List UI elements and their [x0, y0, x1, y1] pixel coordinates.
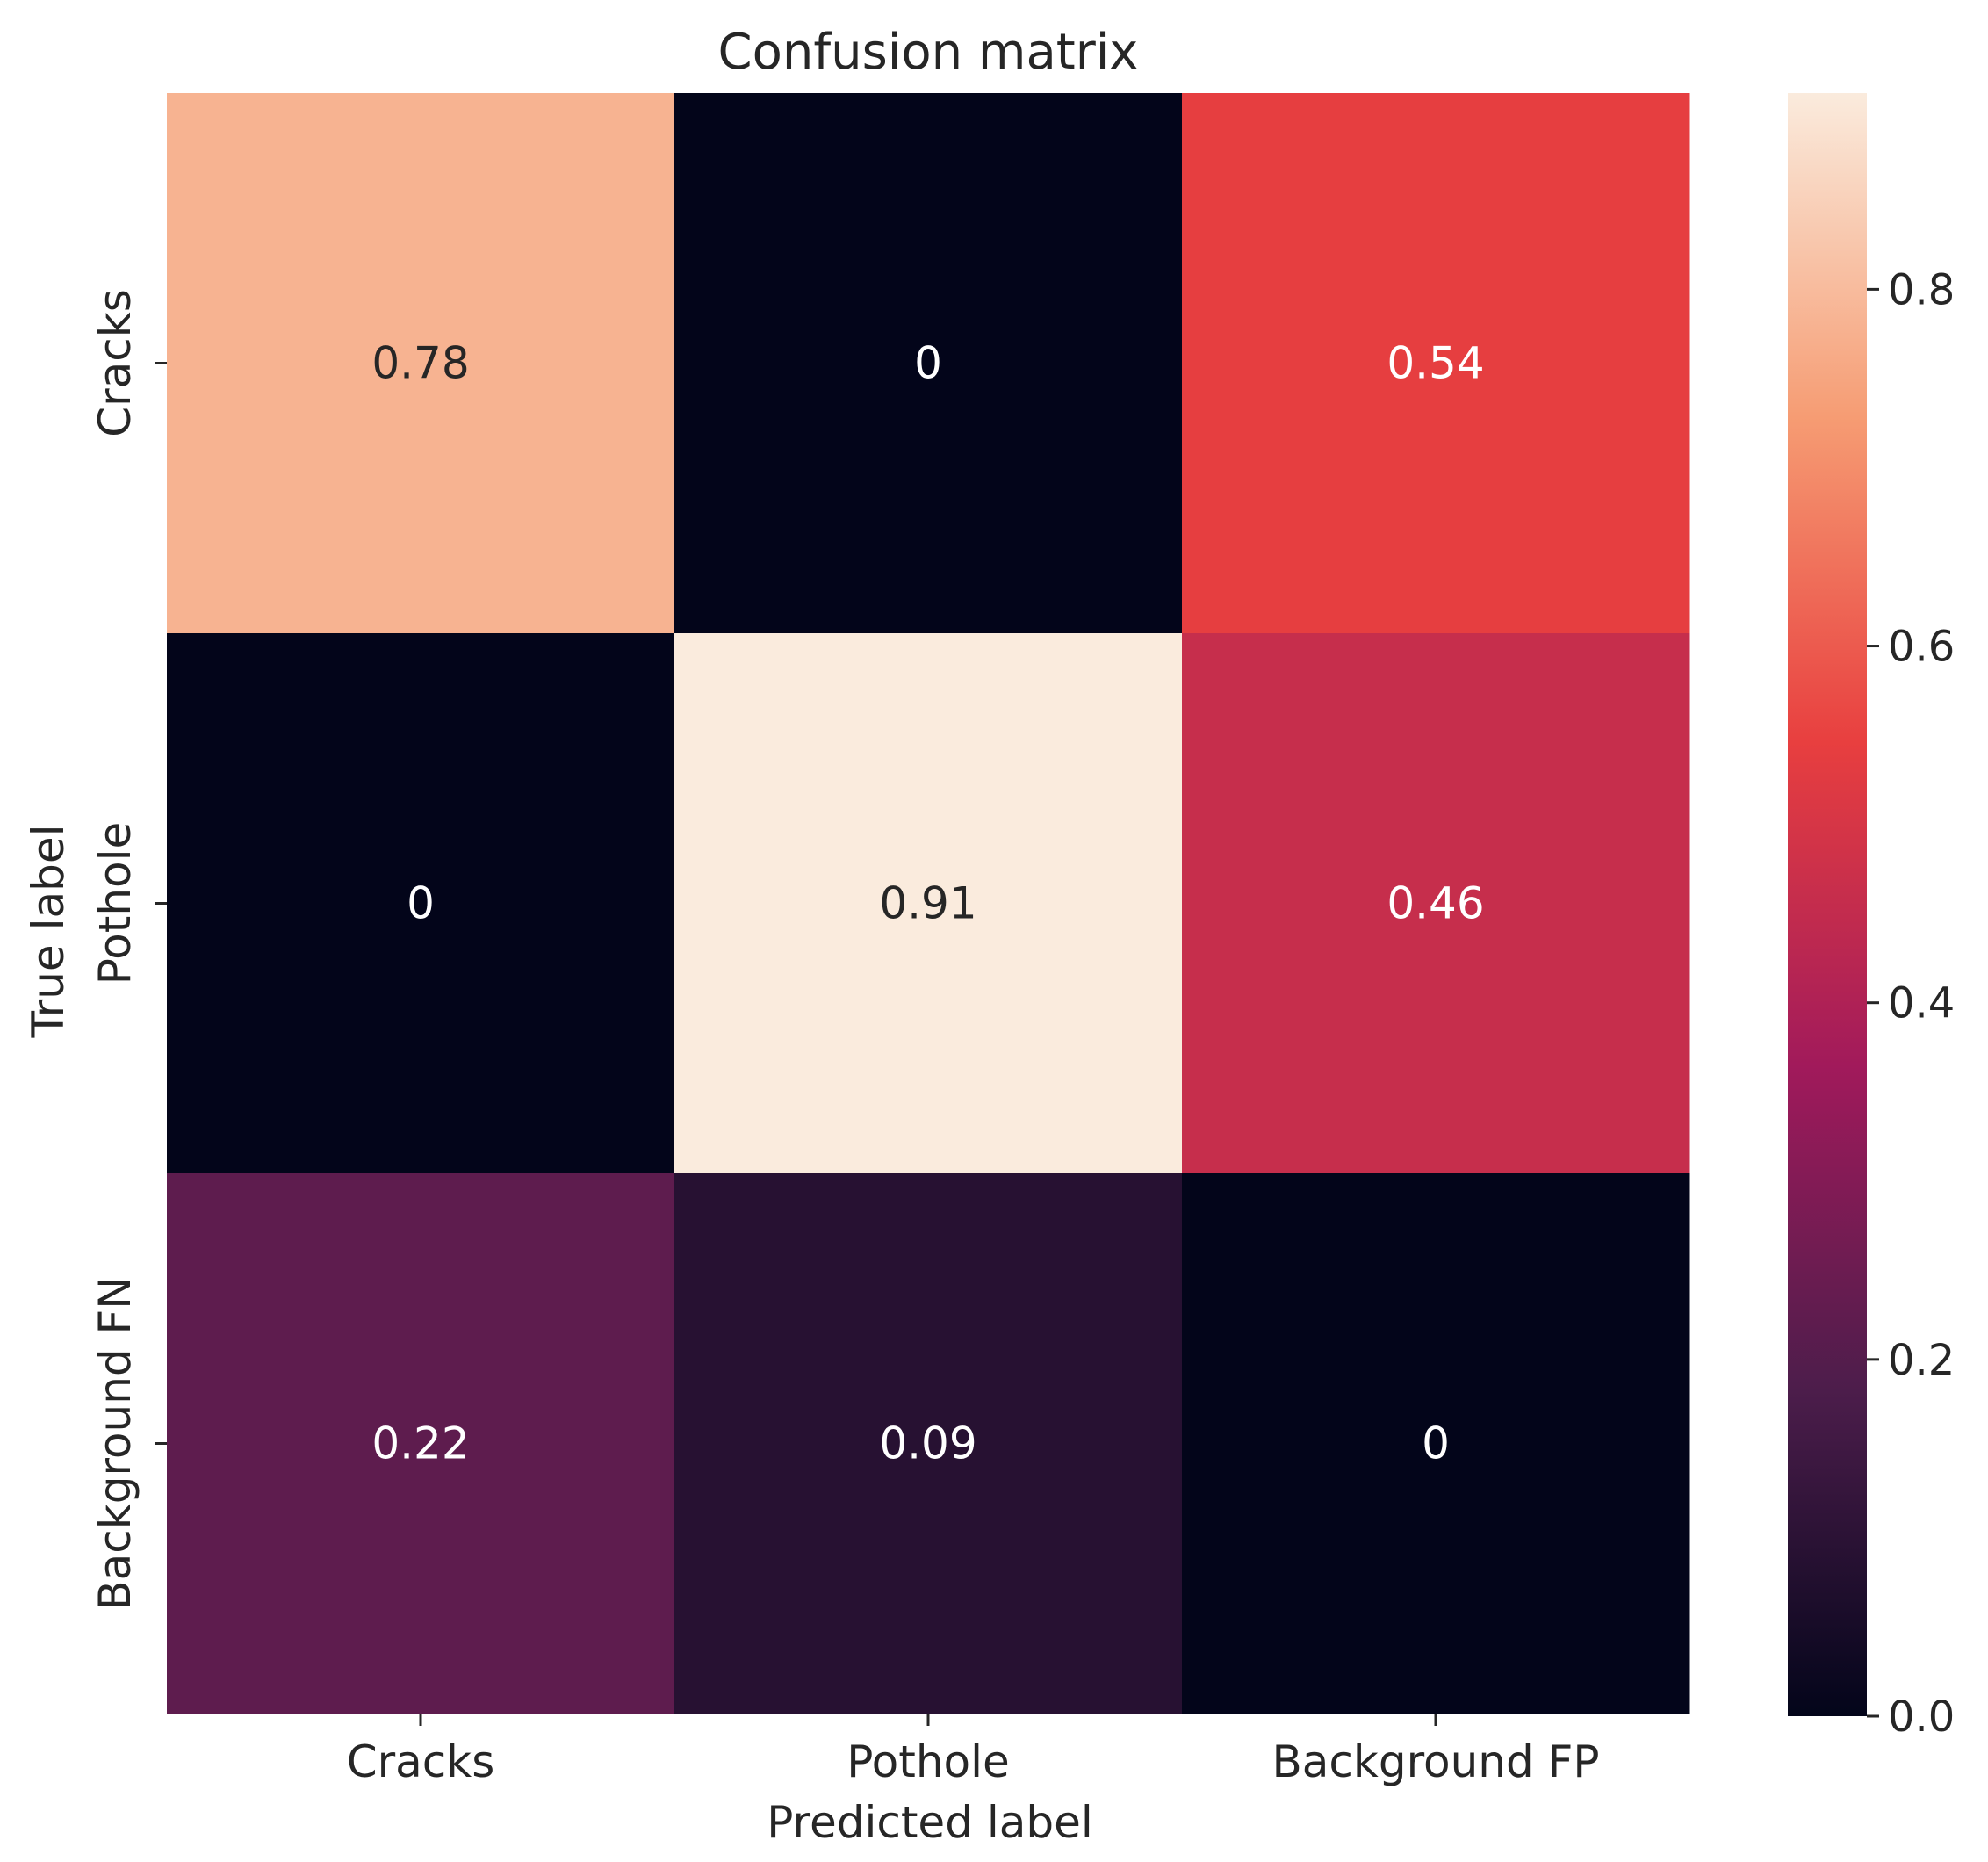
x-tick-label: Pothole: [846, 1736, 1010, 1787]
y-tick-label: Cracks: [90, 289, 140, 437]
y-axis-ticks: Cracks Pothole Background FN: [90, 289, 167, 1611]
y-axis-label: True label: [23, 824, 74, 1038]
heatmap-cell: [1182, 1173, 1690, 1714]
y-tick-label: Background FN: [90, 1276, 140, 1610]
colorbar-tick-label: 0.0: [1888, 1692, 1955, 1742]
cell-value-label: 0: [1422, 1418, 1450, 1469]
colorbar-tick-label: 0.6: [1888, 623, 1955, 672]
colorbar-ticks: 0.0 0.2 0.4 0.6 0.8: [1867, 265, 1955, 1742]
cell-value-label: 0: [914, 338, 942, 389]
colorbar-tick-label: 0.8: [1888, 265, 1955, 314]
heatmap-cell: [1182, 633, 1690, 1174]
chart-title: Confusion matrix: [718, 24, 1139, 81]
heatmap-cell: [167, 1173, 675, 1714]
cell-value-label: 0.91: [879, 878, 976, 929]
heatmap-cell: [167, 93, 675, 634]
heatmap-cells: 0.78 0 0.54 0 0.91 0.46 0.22 0.09 0: [167, 93, 1690, 1714]
heatmap-cell: [167, 633, 675, 1174]
cell-value-label: 0.22: [371, 1418, 469, 1469]
cell-value-label: 0.09: [879, 1418, 976, 1469]
colorbar: [1788, 93, 1867, 1716]
cell-value-label: 0: [407, 878, 435, 929]
x-tick-label: Cracks: [347, 1736, 495, 1787]
y-tick-label: Pothole: [90, 822, 140, 985]
x-axis-label: Predicted label: [767, 1797, 1093, 1848]
colorbar-tick-label: 0.2: [1888, 1336, 1955, 1385]
colorbar-tick-label: 0.4: [1888, 979, 1955, 1028]
cell-value-label: 0.78: [371, 338, 469, 389]
cell-value-label: 0.54: [1387, 338, 1484, 389]
x-axis-ticks: Cracks Pothole Background FP: [347, 1714, 1600, 1787]
cell-value-label: 0.46: [1387, 878, 1484, 929]
heatmap-cell: [674, 1173, 1183, 1714]
heatmap-cell: [674, 93, 1183, 634]
heatmap-cell: [674, 633, 1183, 1174]
heatmap-cell: [1182, 93, 1690, 634]
x-tick-label: Background FP: [1271, 1736, 1599, 1787]
